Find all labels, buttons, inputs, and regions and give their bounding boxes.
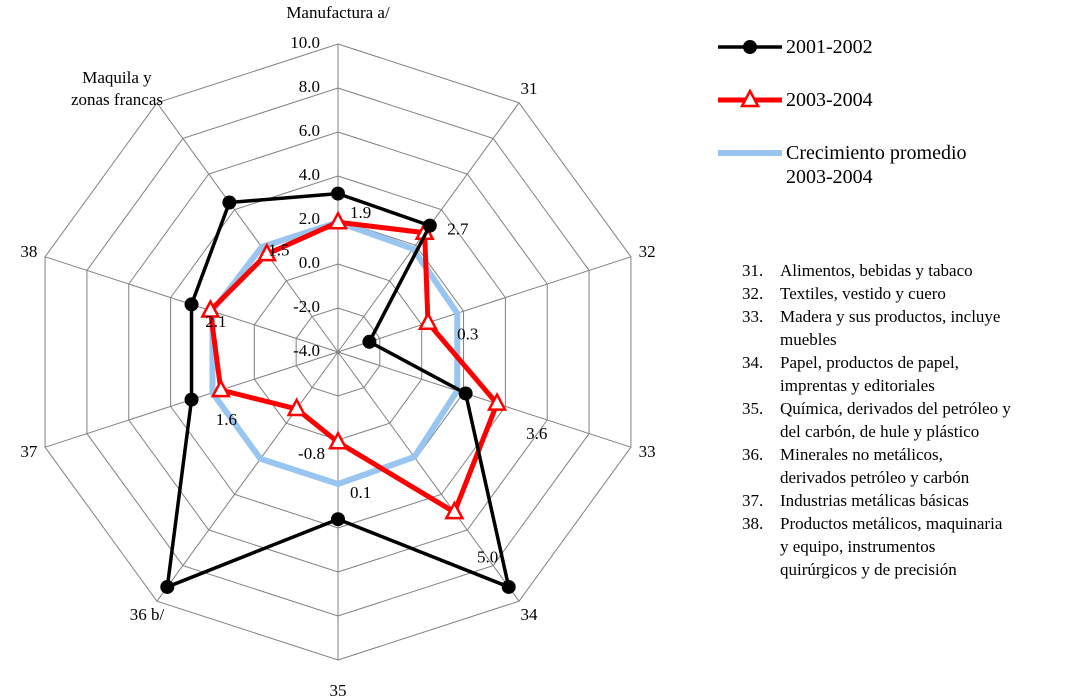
legend-label: Crecimiento promedio 2003-2004 <box>786 142 967 188</box>
legend-label: 2001-2002 <box>786 36 873 58</box>
note-number: 36. <box>742 445 763 464</box>
point <box>222 195 237 210</box>
point <box>184 392 199 407</box>
note-text: derivados petróleo y carbón <box>780 468 970 487</box>
category-label: 35 <box>329 681 347 698</box>
data-label: 1.5 <box>268 241 289 260</box>
data-label: 5.0 <box>477 547 498 566</box>
spoke <box>156 102 339 353</box>
category-label: Manufactura a/ <box>286 3 390 22</box>
category-label: 33 <box>638 442 656 462</box>
r-tick-label: 8.0 <box>299 77 320 96</box>
point <box>362 334 377 349</box>
category-label: 38 <box>20 241 38 261</box>
point <box>458 386 473 401</box>
legend-marker <box>739 88 761 108</box>
note-text: Industrias metálicas básicas <box>780 491 969 510</box>
r-tick-label: 2.0 <box>299 209 320 228</box>
note-text: del carbón, de hule y plástico <box>780 422 979 441</box>
spoke <box>156 351 339 602</box>
spoke <box>337 351 520 602</box>
point <box>210 378 231 398</box>
spoke <box>337 351 632 448</box>
note-number: 38. <box>742 514 763 533</box>
point <box>331 512 345 527</box>
point <box>444 500 465 520</box>
note-text: Papel, productos de papel, <box>780 353 959 372</box>
point <box>417 311 439 331</box>
data-label: 2.1 <box>205 312 226 331</box>
note-text: Química, derivados del petróleo y <box>780 399 1011 418</box>
r-tick-label: -2.0 <box>293 297 320 316</box>
legend-marker <box>743 40 757 54</box>
point <box>422 218 437 233</box>
note-text: Alimentos, bebidas y tabaco <box>780 261 973 280</box>
note-text: Productos metálicos, maquinaria <box>780 514 1003 533</box>
point <box>486 392 508 411</box>
legend-label: 2003-2004 <box>786 89 873 111</box>
point <box>501 579 516 594</box>
point <box>331 186 345 201</box>
note-text: Minerales no metálicos, <box>780 445 943 464</box>
point <box>160 579 175 594</box>
category-label: 36 b/ <box>129 604 165 624</box>
note-number: 32. <box>742 284 763 303</box>
r-tick-label: 4.0 <box>299 165 320 184</box>
note-number: 31. <box>742 261 763 280</box>
data-label: -0.8 <box>298 444 325 463</box>
note-text: muebles <box>780 330 837 349</box>
point <box>327 430 349 450</box>
r-tick-label: 10.0 <box>290 33 320 52</box>
note-number: 35. <box>742 399 763 418</box>
point <box>184 297 199 312</box>
note-text: Textiles, vestido y cuero <box>780 284 946 303</box>
spoke <box>337 256 632 353</box>
note-text: y equipo, instrumentos <box>780 537 935 556</box>
note-number: 33. <box>742 307 763 326</box>
note-number: 34. <box>742 353 763 372</box>
r-tick-label: -4.0 <box>293 341 320 360</box>
category-label: 34 <box>520 604 538 624</box>
category-label: 32 <box>638 241 656 261</box>
note-text: quirúrgicos y de precisión <box>780 560 957 579</box>
r-tick-label: 0.0 <box>299 253 320 272</box>
data-label: 0.3 <box>457 324 478 343</box>
category-label: 37 <box>20 442 38 462</box>
r-tick-label: 6.0 <box>299 121 320 140</box>
data-label: 0.1 <box>350 483 371 502</box>
data-label: 1.6 <box>216 410 237 429</box>
category-label: 31 <box>520 79 538 99</box>
point <box>327 210 349 230</box>
point <box>286 397 307 417</box>
data-label: 2.7 <box>447 219 469 238</box>
data-label: 1.9 <box>350 203 371 222</box>
note-text: imprentas y editoriales <box>780 376 935 395</box>
note-number: 37. <box>742 491 763 510</box>
data-label: 3.6 <box>526 424 547 443</box>
note-text: Madera y sus productos, incluye <box>780 307 1000 326</box>
category-label: Maquila y zonas francas <box>70 68 163 110</box>
point <box>200 298 221 318</box>
point <box>256 242 277 262</box>
